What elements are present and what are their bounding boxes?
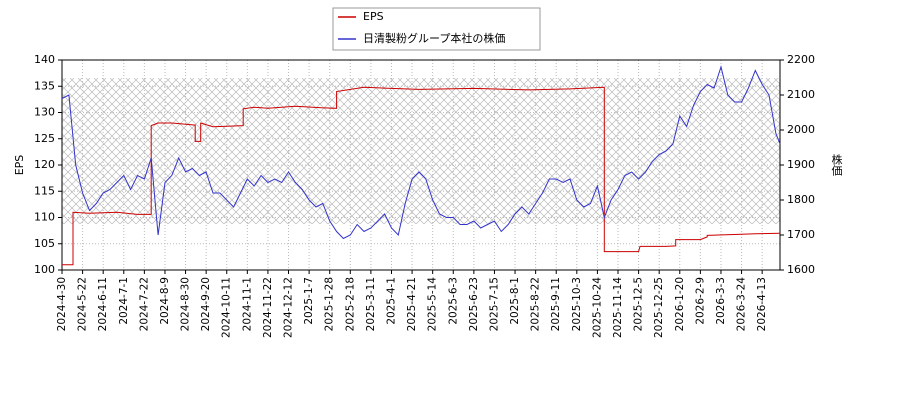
x-tick-label: 2025-3-11 bbox=[365, 277, 377, 331]
x-tick-label: 2026-3-3 bbox=[715, 277, 727, 325]
x-tick-label: 2024-12-12 bbox=[283, 277, 295, 338]
x-tick-label: 2024-5-22 bbox=[77, 277, 89, 331]
y-tick-label: 130 bbox=[34, 106, 55, 119]
x-tick-label: 2025-10-24 bbox=[591, 277, 603, 338]
y2-tick-label: 1800 bbox=[787, 193, 815, 206]
plot-frame bbox=[61, 59, 781, 271]
y-tick-label: 110 bbox=[34, 211, 55, 224]
x-tick-label: 2025-8-22 bbox=[530, 277, 542, 331]
x-tick-label: 2024-7-1 bbox=[118, 277, 130, 325]
x-tick-label: 2026-4-13 bbox=[756, 277, 768, 331]
y2-axis-label: 株価 bbox=[830, 153, 843, 176]
x-tick-label: 2026-1-20 bbox=[674, 277, 686, 331]
y2-tick-label: 2200 bbox=[787, 53, 815, 66]
y-tick-label: 140 bbox=[34, 53, 55, 66]
hatch-band bbox=[62, 78, 780, 224]
x-tick-label: 2025-2-18 bbox=[344, 277, 356, 331]
series-line bbox=[62, 86, 781, 266]
legend-label: EPS bbox=[363, 10, 384, 23]
y2-tick-label: 2100 bbox=[787, 88, 815, 101]
x-tick-label: 2026-3-24 bbox=[736, 277, 748, 332]
y2-tick-label: 2000 bbox=[787, 123, 815, 136]
x-tick-label: 2025-9-11 bbox=[550, 277, 562, 331]
x-tick-label: 2024-8-30 bbox=[180, 277, 192, 331]
x-tick-label: 2025-1-28 bbox=[324, 277, 336, 331]
x-tick-label: 2024-10-11 bbox=[221, 277, 233, 338]
x-tick-label: 2024-7-22 bbox=[138, 277, 150, 331]
y2-tick-label: 1600 bbox=[787, 263, 815, 276]
y2-tick-label: 1900 bbox=[787, 158, 815, 171]
series-line bbox=[61, 65, 781, 240]
x-tick-label: 2025-6-3 bbox=[447, 277, 459, 325]
x-tick-label: 2025-5-14 bbox=[427, 277, 439, 332]
x-tick-label: 2024-6-11 bbox=[97, 277, 109, 331]
x-tick-label: 2025-11-14 bbox=[612, 277, 624, 338]
y-tick-label: 115 bbox=[34, 184, 55, 197]
y-axis-label: EPS bbox=[13, 155, 26, 176]
x-tick-label: 2024-8-9 bbox=[159, 277, 171, 325]
x-tick-label: 2026-2-9 bbox=[694, 277, 706, 325]
legend-label: 日清製粉グループ本社の株価 bbox=[363, 31, 505, 45]
x-tick-label: 2025-12-5 bbox=[633, 277, 645, 331]
x-tick-label: 2025-6-23 bbox=[468, 277, 480, 331]
legend bbox=[332, 7, 541, 51]
y-tick-label: 135 bbox=[34, 79, 55, 92]
x-tick-label: 2024-11-22 bbox=[262, 277, 274, 338]
x-tick-label: 2025-4-1 bbox=[385, 277, 397, 325]
x-tick-label: 2025-10-3 bbox=[571, 277, 583, 331]
x-tick-label: 2024-4-30 bbox=[56, 277, 68, 331]
x-tick-label: 2024-9-20 bbox=[200, 277, 212, 331]
y-tick-label: 100 bbox=[34, 263, 55, 276]
x-tick-label: 2025-12-25 bbox=[653, 277, 665, 338]
x-tick-label: 2025-7-15 bbox=[488, 277, 500, 331]
x-tick-label: 2025-4-21 bbox=[406, 277, 418, 331]
y-tick-label: 105 bbox=[34, 237, 55, 250]
y2-tick-label: 1700 bbox=[787, 228, 815, 241]
x-tick-label: 2025-1-7 bbox=[303, 277, 315, 325]
y-tick-label: 125 bbox=[34, 132, 55, 145]
x-tick-label: 2024-11-1 bbox=[241, 277, 253, 331]
y-tick-label: 120 bbox=[34, 158, 55, 171]
x-tick-label: 2025-8-1 bbox=[509, 277, 521, 325]
